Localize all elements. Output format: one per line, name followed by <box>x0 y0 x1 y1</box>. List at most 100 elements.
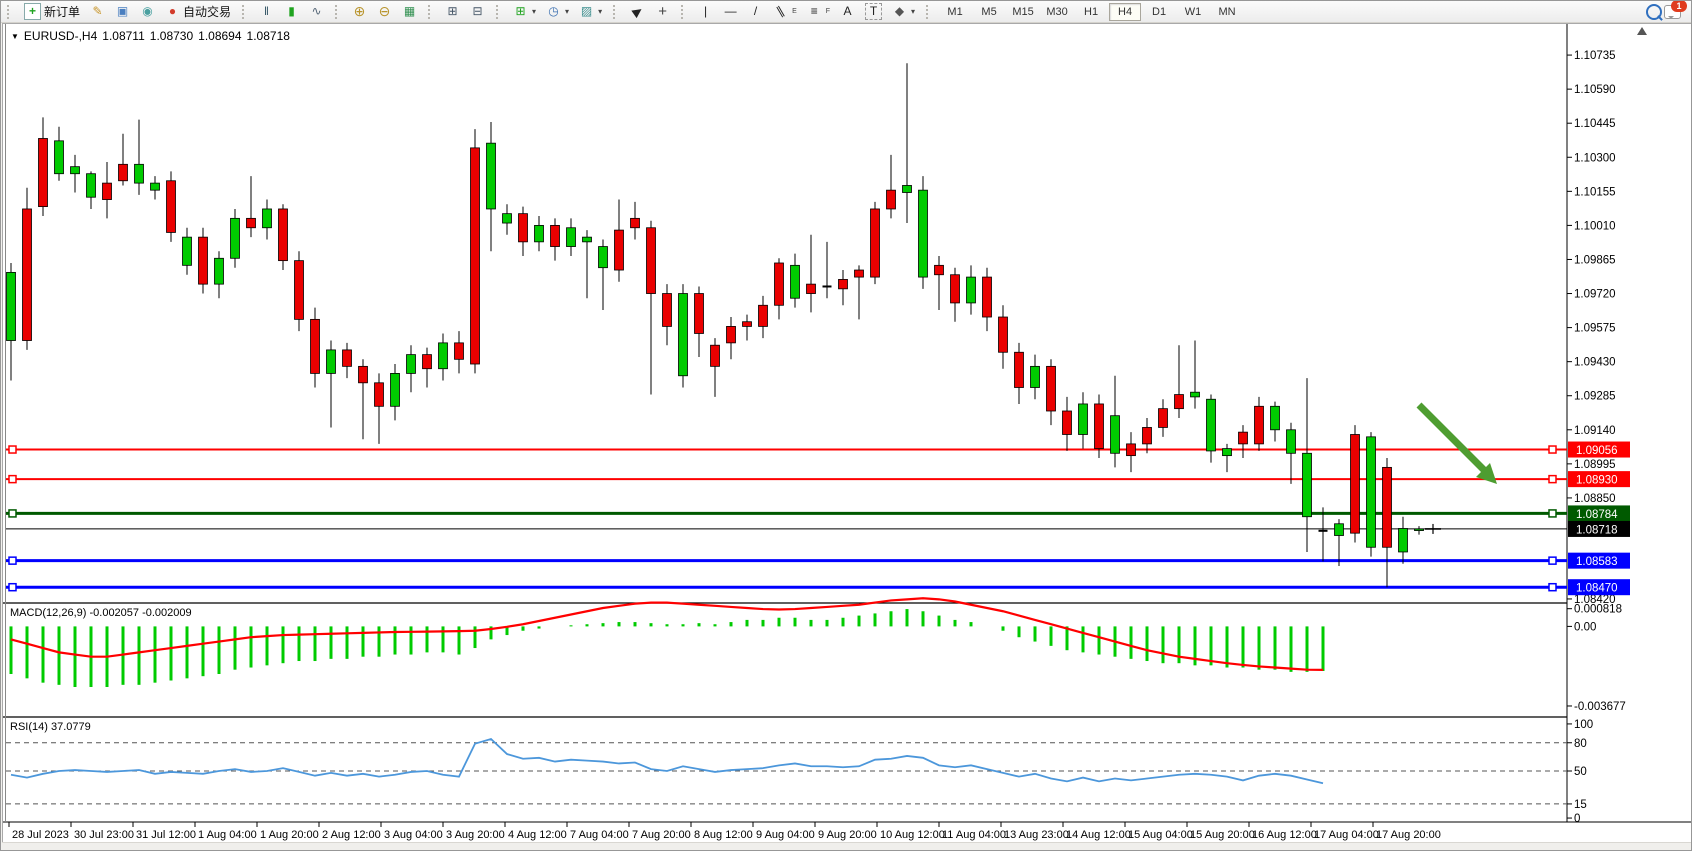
trendline-tool-button[interactable]: / <box>743 2 768 22</box>
templates-icon: ▨ <box>580 4 593 18</box>
svg-text:1.10590: 1.10590 <box>1574 84 1616 96</box>
fibonacci-sub-label: F <box>825 8 831 15</box>
svg-text:50: 50 <box>1574 766 1587 778</box>
svg-text:1.08718: 1.08718 <box>1576 524 1618 536</box>
chart-frame <box>2 23 1691 844</box>
candles-layer[interactable] <box>6 63 1424 588</box>
svg-text:1.09720: 1.09720 <box>1574 289 1616 301</box>
publisher-button[interactable]: ▣ <box>110 2 135 22</box>
timeframe-button-H1[interactable]: H1 <box>1084 5 1099 18</box>
horizontal-scrollbar[interactable] <box>2 842 1691 850</box>
svg-text:7 Aug 04:00: 7 Aug 04:00 <box>570 829 629 841</box>
channel-tool-button[interactable]: ∥ E <box>768 2 802 22</box>
tile-windows-button[interactable]: ▦ <box>397 2 422 22</box>
timeframe-button-M30[interactable]: M30 <box>1046 5 1068 18</box>
rsi-label: RSI(14) 37.0779 <box>10 721 91 733</box>
rsi-pane: 100 80 50 15 0 <box>6 719 1593 825</box>
toolbar-drag-handle[interactable] <box>428 4 436 19</box>
chevron-down-icon: ▾ <box>598 7 603 16</box>
svg-text:17 Aug 20:00: 17 Aug 20:00 <box>1376 829 1441 841</box>
arrows-tool-button[interactable]: ◆ ▾ <box>887 2 920 22</box>
svg-text:1.09056: 1.09056 <box>1576 445 1618 457</box>
indicator-window-button[interactable]: ⊞ <box>440 2 465 22</box>
toolbar-drag-handle[interactable] <box>926 4 934 19</box>
toolbar-drag-handle[interactable] <box>7 4 15 19</box>
svg-text:30 Jul 23:00: 30 Jul 23:00 <box>74 829 134 841</box>
toolbar-drag-handle[interactable] <box>242 4 250 19</box>
svg-text:1.09285: 1.09285 <box>1574 391 1616 403</box>
chat-icon[interactable]: 1 <box>1664 1 1687 19</box>
channel-sub-label: E <box>792 8 797 15</box>
price-badges: 1.09056 1.08930 1.08784 1.08718 1.08583 1.084… <box>1568 441 1630 596</box>
svg-text:8 Aug 12:00: 8 Aug 12:00 <box>694 829 753 841</box>
toolbar-drag-handle[interactable] <box>496 4 504 19</box>
quote-high: 1.08730 <box>149 29 194 43</box>
crayon-button[interactable]: ✎ <box>85 2 110 22</box>
add-indicator-button[interactable]: ⊞ ▾ <box>508 2 541 22</box>
indicator-list-icon: ⊟ <box>472 4 483 18</box>
search-icon[interactable] <box>1646 3 1662 20</box>
templates-button[interactable]: ▨ ▾ <box>574 2 607 22</box>
crosshair-tool-button[interactable]: + <box>650 2 675 22</box>
chart-type-group: ‖ ▮ ∿ ⊕ ⊖ ▦ ⊞ ⊟ ⊞ ▾ ◷ ▾ ▨ ▾ <box>236 2 607 22</box>
svg-text:-0.003677: -0.003677 <box>1574 701 1626 713</box>
price-axis: 1.10735 1.10590 1.10445 1.10300 1.10155 1.100… <box>1567 50 1616 606</box>
svg-text:1.08995: 1.08995 <box>1574 459 1616 471</box>
chart-symbol: EURUSD-,H4 <box>23 29 98 43</box>
toolbar-drag-handle[interactable] <box>335 4 343 19</box>
horizontal-line-icon: — <box>724 4 737 18</box>
timeframe-button-W1[interactable]: W1 <box>1184 5 1202 18</box>
quote-open: 1.08711 <box>102 29 145 43</box>
annotations[interactable] <box>1416 27 1647 534</box>
new-order-button[interactable]: + 新订单 <box>19 2 85 22</box>
rsi-name: RSI(14) <box>10 721 48 733</box>
cursor-tool-button[interactable]: ▶ <box>625 2 650 22</box>
svg-text:1.08420: 1.08420 <box>1574 594 1616 606</box>
timeframe-button-M1[interactable]: M1 <box>947 5 963 18</box>
zoom-in-button[interactable]: ⊕ <box>347 2 372 22</box>
macd-label: MACD(12,26,9) -0.002057 -0.002009 <box>10 607 192 619</box>
svg-text:1.08930: 1.08930 <box>1576 475 1618 487</box>
text-icon: A <box>843 4 852 18</box>
zoom-out-button[interactable]: ⊖ <box>372 2 397 22</box>
new-order-label: 新订单 <box>44 5 81 19</box>
line-chart-button[interactable]: ∿ <box>304 2 329 22</box>
chevron-down-icon: ▾ <box>911 7 916 16</box>
chart-area[interactable]: 1.10735 1.10590 1.10445 1.10300 1.10155 1.100… <box>1 22 1692 851</box>
timeframe-button-MN[interactable]: MN <box>1218 5 1236 18</box>
svg-text:16 Aug 12:00: 16 Aug 12:00 <box>1252 829 1317 841</box>
timeframe-button-D1[interactable]: D1 <box>1152 5 1167 18</box>
text-tool-button[interactable]: A <box>835 2 860 22</box>
toolbar-drag-handle[interactable] <box>613 4 621 19</box>
zoom-out-icon: ⊖ <box>378 3 391 19</box>
fibonacci-tool-button[interactable]: ≡ F <box>802 2 835 22</box>
signal-button[interactable]: ◉ <box>135 2 160 22</box>
cursor-icon: ▶ <box>629 2 646 20</box>
svg-text:3 Aug 20:00: 3 Aug 20:00 <box>446 829 505 841</box>
svg-text:10 Aug 12:00: 10 Aug 12:00 <box>880 829 945 841</box>
timeframe-button-H4[interactable]: H4 <box>1109 2 1142 21</box>
toolbar-drag-handle[interactable] <box>681 4 689 19</box>
svg-text:1.09575: 1.09575 <box>1574 323 1616 335</box>
svg-text:80: 80 <box>1574 738 1587 750</box>
candlestick-chart-button[interactable]: ▮ <box>279 2 304 22</box>
auto-trading-button[interactable]: ● 自动交易 <box>160 2 236 22</box>
timeframe-toolbar: M1 M5 M15 M30 H1 H4 D1 W1 MN <box>920 2 1244 22</box>
new-order-icon: + <box>24 3 41 20</box>
bar-chart-button[interactable]: ‖ <box>254 2 279 22</box>
svg-text:1.08583: 1.08583 <box>1576 556 1618 568</box>
periods-button[interactable]: ◷ ▾ <box>541 2 574 22</box>
timeframe-button-M5[interactable]: M5 <box>981 5 997 18</box>
svg-text:1.09140: 1.09140 <box>1574 425 1616 437</box>
svg-text:0.000818: 0.000818 <box>1574 604 1622 616</box>
svg-text:13 Aug 23:00: 13 Aug 23:00 <box>1004 829 1069 841</box>
svg-text:1.10300: 1.10300 <box>1574 152 1616 164</box>
add-indicator-icon: ⊞ <box>515 4 526 18</box>
timeframe-button-M15[interactable]: M15 <box>1012 5 1034 18</box>
indicator-list-button[interactable]: ⊟ <box>465 2 490 22</box>
chart-canvas[interactable]: 1.10735 1.10590 1.10445 1.10300 1.10155 1.100… <box>1 22 1692 851</box>
horizontal-line-tool-button[interactable]: — <box>718 2 743 22</box>
quote-low: 1.08694 <box>198 29 242 43</box>
text-label-tool-button[interactable]: T <box>860 2 887 22</box>
vertical-line-tool-button[interactable]: | <box>693 2 718 22</box>
